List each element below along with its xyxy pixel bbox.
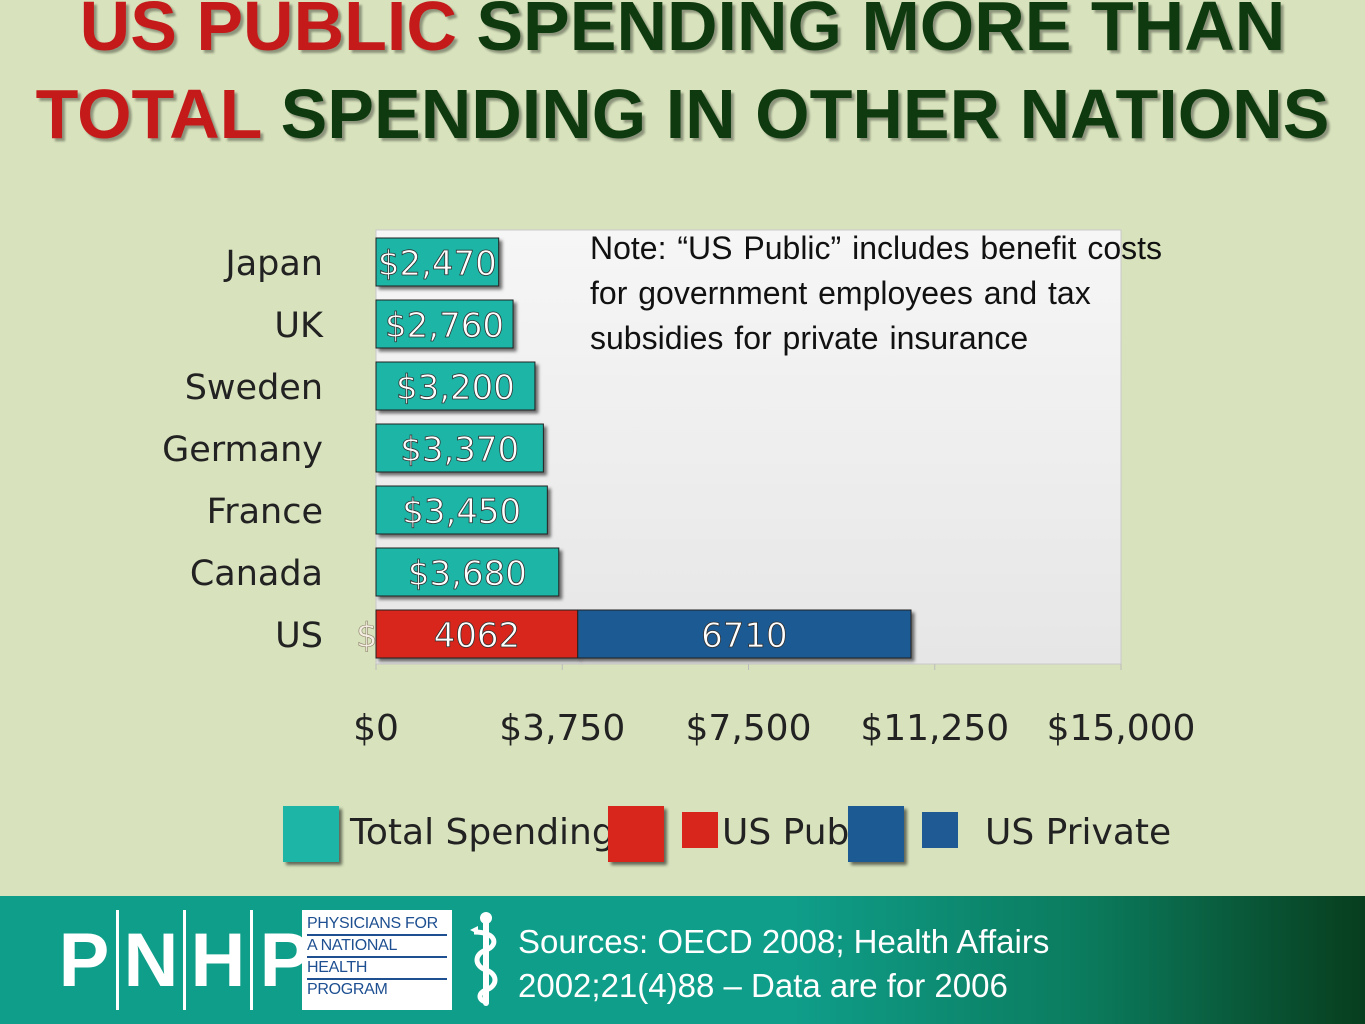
legend-swatch-small (922, 812, 958, 848)
sources-line-1: Sources: OECD 2008; Health Affairs (518, 923, 1050, 960)
logo-divider (116, 910, 119, 1010)
data-label: $2,470 (378, 244, 497, 284)
legend-swatch (848, 806, 904, 862)
bar-total-spending (375, 299, 514, 349)
data-label: 4062 (434, 616, 521, 656)
data-label: $3,200 (396, 368, 515, 408)
chart-note: Note: “US Public” includes benefit costs… (590, 230, 1163, 356)
bar-us-private (577, 609, 912, 659)
category-label: Japan (223, 244, 323, 284)
legend-swatch-small (682, 812, 718, 848)
legend-label: Total Spending (349, 812, 615, 853)
chart-title: US PUBLIC SPENDING MORE THAN TOTAL SPEND… (20, 0, 1345, 158)
legend-label: US Private (985, 812, 1171, 853)
bar-total-spending (375, 423, 544, 473)
category-label: France (207, 492, 323, 532)
org-line: PHYSICIANS FOR (307, 914, 447, 936)
logo-letter-h: H (190, 917, 246, 1003)
bar-total-spending (375, 361, 536, 411)
x-tick-label: $15,000 (1047, 708, 1196, 749)
category-label: US (275, 616, 323, 656)
x-tick-label: $7,500 (686, 708, 812, 749)
org-line: HEALTH (307, 958, 447, 980)
category-label: UK (274, 306, 324, 346)
footer-banner: P N H P PHYSICIANS FOR A NATIONAL HEALTH… (0, 896, 1365, 1024)
data-label: $3,680 (408, 554, 527, 594)
x-tick-label: $11,250 (860, 708, 1009, 749)
org-line: A NATIONAL (307, 936, 447, 958)
category-label: Canada (190, 554, 323, 594)
category-label: Sweden (185, 368, 323, 408)
org-line: PROGRAM (307, 981, 388, 998)
legend-swatch (283, 806, 339, 862)
logo-divider (250, 910, 253, 1010)
bar-total-spending (375, 547, 560, 597)
data-label: $3,370 (400, 430, 519, 470)
data-label: $3,450 (402, 492, 521, 532)
pnhp-logo: P N H P (52, 910, 317, 1010)
x-tick-label: $0 (353, 708, 399, 749)
org-name-box: PHYSICIANS FOR A NATIONAL HEALTH PROGRAM (302, 910, 452, 1010)
bar-us-public (375, 609, 579, 659)
logo-letter-p2: P (259, 917, 311, 1003)
caduceus-icon (470, 912, 498, 1006)
bar-chart: $2,470 $2,760 $3,200 $3,370 $3,450 $3,680 $0 40… (162, 229, 1196, 862)
title-spending-in-other-nations: SPENDING IN OTHER NATIONS (261, 75, 1330, 153)
bar-total-spending (375, 237, 500, 287)
logo-letter-p: P (58, 917, 110, 1003)
title-us-public: US PUBLIC (79, 0, 457, 65)
data-label: $2,760 (385, 306, 504, 346)
legend-swatch (608, 806, 664, 862)
bar-total-spending (375, 485, 548, 535)
logo-divider (183, 910, 186, 1010)
title-spending-more-than: SPENDING MORE THAN (456, 0, 1286, 65)
sources-text: Sources: OECD 2008; Health Affairs 2002;… (518, 920, 1338, 1008)
data-label: 6710 (701, 616, 788, 656)
category-label: Germany (162, 430, 323, 470)
title-total: TOTAL (35, 75, 262, 153)
logo-letter-n: N (123, 917, 179, 1003)
x-tick-label: $3,750 (499, 708, 625, 749)
sources-line-2: 2002;21(4)88 – Data are for 2006 (518, 967, 1008, 1004)
